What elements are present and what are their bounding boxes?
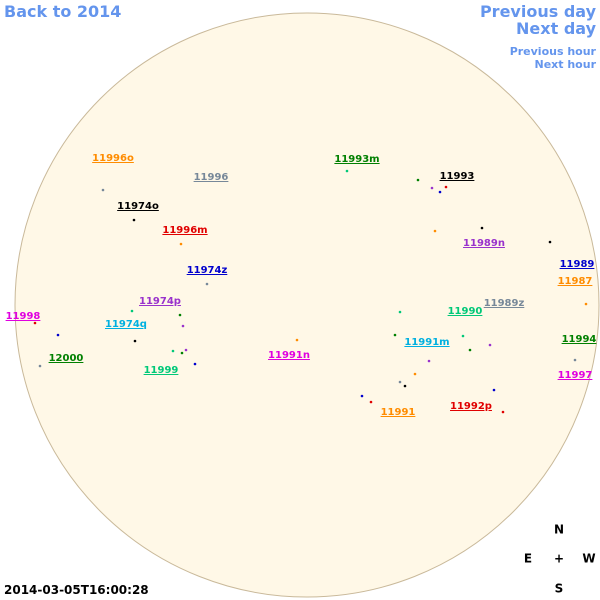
region-label[interactable]: 11993m: [334, 154, 379, 165]
sunspot: [369, 400, 373, 404]
compass-west: W: [582, 552, 595, 566]
region-label[interactable]: 12000: [49, 353, 84, 364]
sunspot: [584, 302, 588, 306]
region-label[interactable]: 11997: [558, 370, 593, 381]
sunspot: [492, 388, 496, 392]
compass-center: +: [554, 552, 564, 566]
sunspot: [171, 349, 175, 353]
region-label[interactable]: 11990: [448, 306, 483, 317]
compass-south: S: [555, 582, 564, 596]
sunspot: [393, 333, 397, 337]
sunspot: [295, 338, 299, 342]
sunspots: [33, 169, 588, 414]
region-label[interactable]: 11991m: [404, 337, 449, 348]
region-label[interactable]: 11987: [558, 276, 593, 287]
compass-east: E: [524, 552, 532, 566]
sunspot: [413, 372, 417, 376]
sunspot: [480, 226, 484, 230]
region-labels: 11996o 11996 11974o 11996m 11993m 11993 11989n…: [6, 153, 597, 418]
sunspot: [179, 242, 183, 246]
sunspot: [433, 229, 437, 233]
back-link[interactable]: Back to 2014: [4, 2, 122, 21]
sunspot: [398, 380, 402, 384]
sunspot: [427, 359, 431, 363]
sunspot: [548, 240, 552, 244]
next-day-link[interactable]: Next day: [516, 19, 596, 38]
sunspot: [133, 339, 137, 343]
region-label[interactable]: 11989z: [484, 298, 525, 309]
sunspot: [461, 334, 465, 338]
sunspot: [101, 188, 105, 192]
region-label[interactable]: 11974z: [187, 265, 228, 276]
region-label[interactable]: 11989: [560, 259, 595, 270]
sunspot: [345, 169, 349, 173]
sunspot: [130, 309, 134, 313]
sunspot: [132, 218, 136, 222]
region-label[interactable]: 11999: [144, 365, 179, 376]
region-label[interactable]: 11974o: [117, 201, 159, 212]
next-hour-link[interactable]: Next hour: [534, 58, 597, 71]
previous-hour-link[interactable]: Previous hour: [509, 45, 596, 58]
sunspot: [416, 178, 420, 182]
region-label[interactable]: 11994: [562, 334, 597, 345]
region-label[interactable]: 11996o: [92, 153, 134, 164]
compass-north: N: [554, 523, 564, 537]
sunspot: [184, 348, 188, 352]
solar-disc: [14, 12, 600, 598]
sunspot: [501, 410, 505, 414]
region-label[interactable]: 11974q: [105, 319, 147, 330]
sunspot: [403, 384, 407, 388]
sunspot: [205, 282, 209, 286]
sunspot: [193, 362, 197, 366]
sunspot: [488, 343, 492, 347]
region-label[interactable]: 11996m: [162, 225, 207, 236]
sunspot: [33, 321, 37, 325]
sunspot: [444, 185, 448, 189]
sunspot: [438, 190, 442, 194]
sunspot: [430, 186, 434, 190]
region-label[interactable]: 11989n: [463, 238, 505, 249]
region-label[interactable]: 11993: [440, 171, 475, 182]
region-label[interactable]: 11991: [381, 407, 416, 418]
sunspot: [56, 333, 60, 337]
sunspot: [38, 364, 42, 368]
sunspot: [178, 313, 182, 317]
region-label[interactable]: 11992p: [450, 401, 492, 412]
sunspot: [360, 394, 364, 398]
timestamp: 2014-03-05T16:00:28: [4, 583, 149, 597]
sunspot: [181, 324, 185, 328]
region-label[interactable]: 11991n: [268, 350, 310, 361]
sunspot: [573, 358, 577, 362]
region-label[interactable]: 11998: [6, 311, 41, 322]
previous-day-link[interactable]: Previous day: [479, 2, 596, 21]
sunspot: [180, 351, 184, 355]
region-label[interactable]: 11996: [194, 172, 229, 183]
sunspot: [398, 310, 402, 314]
sunspot: [468, 348, 472, 352]
region-label[interactable]: 11974p: [139, 296, 181, 307]
